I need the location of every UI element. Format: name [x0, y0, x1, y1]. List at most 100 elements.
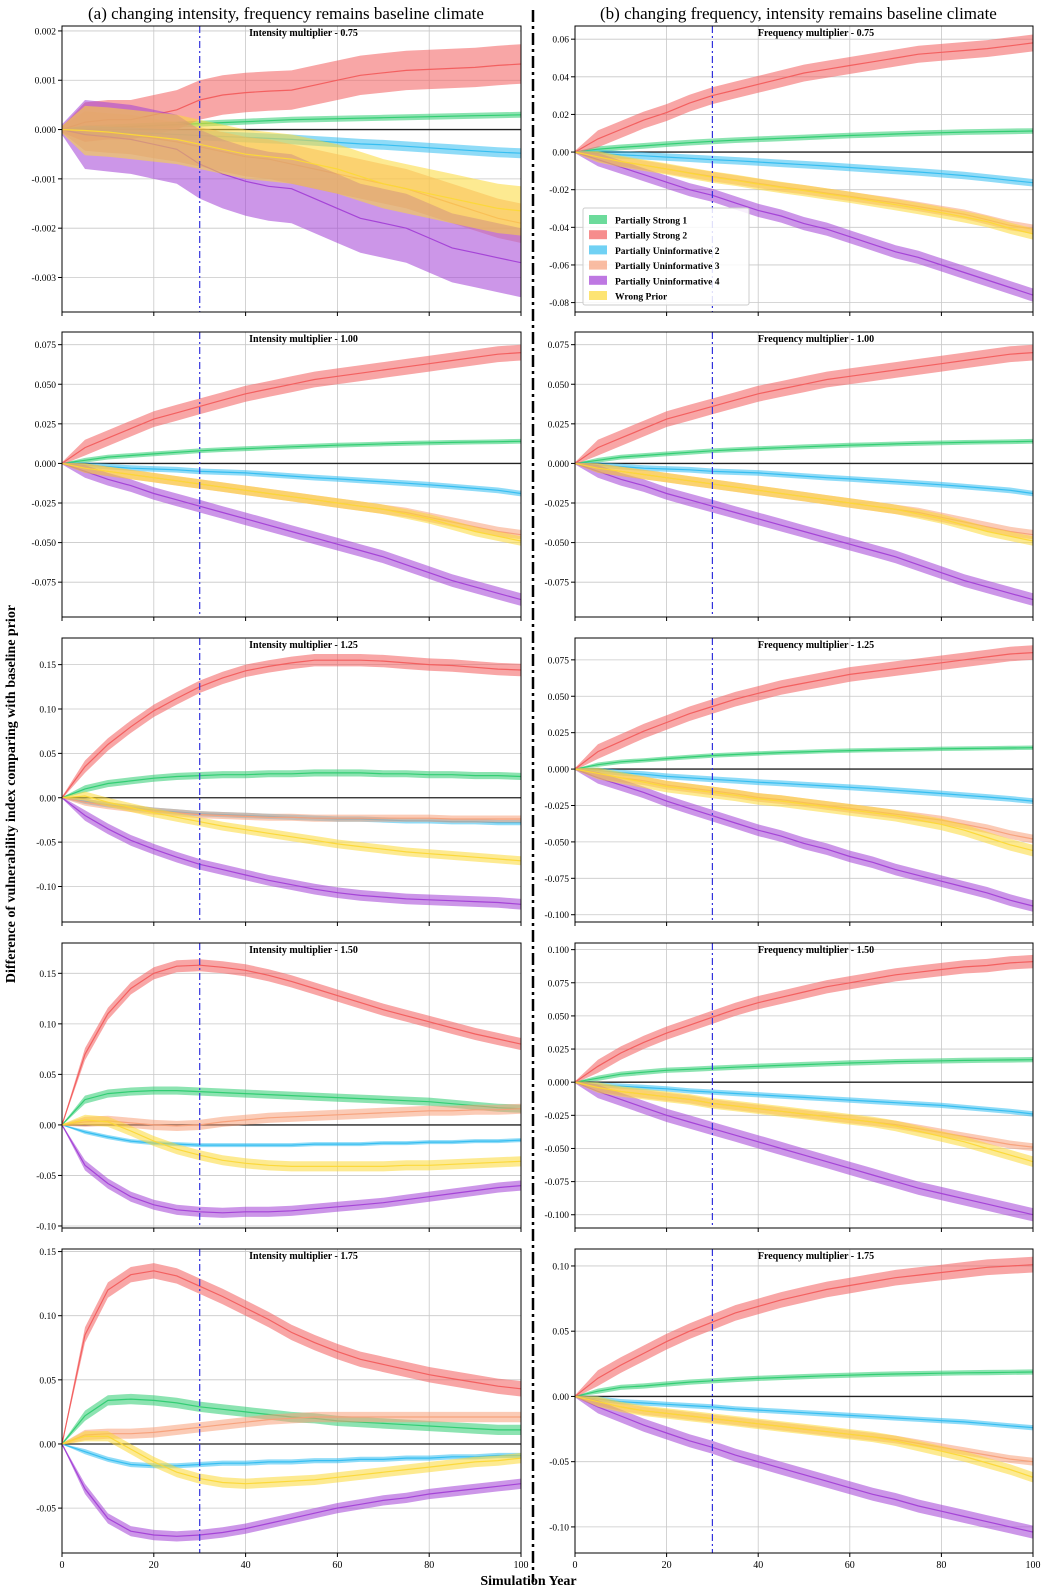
y-tick-label: 0.05 — [39, 1071, 56, 1081]
series-line-partially-uninformative-2 — [575, 151, 1033, 184]
series-group — [575, 954, 1033, 1222]
series-line-wrong-prior — [62, 129, 521, 212]
series-line-partially-strong-2 — [62, 659, 521, 799]
y-tick-label: -0.025 — [544, 802, 569, 812]
y-tick-label: -0.05 — [36, 1505, 56, 1515]
confidence-band-partially-strong-2 — [62, 654, 521, 799]
series-line-partially-uninformative-2 — [62, 1443, 521, 1467]
confidence-band-partially-strong-1 — [62, 438, 521, 464]
y-tick-label: 0.050 — [548, 1012, 570, 1022]
series-line-partially-strong-2 — [62, 352, 521, 464]
y-tick-label: 0.075 — [35, 341, 57, 351]
confidence-band-partially-strong-1 — [575, 1057, 1033, 1083]
confidence-band-partially-uninformative-2 — [575, 462, 1033, 497]
y-tick-label: 0.05 — [552, 1328, 569, 1338]
legend-swatch — [589, 260, 607, 270]
panel-title: Intensity multiplier - 1.25 — [249, 640, 358, 651]
series-group — [62, 654, 521, 910]
plot-frame — [574, 331, 1034, 618]
confidence-band-partially-strong-1 — [575, 745, 1033, 770]
panel-title: Intensity multiplier - 0.75 — [249, 28, 358, 39]
legend-label: Partially Strong 1 — [615, 217, 687, 227]
series-line-partially-strong-2 — [62, 1270, 521, 1445]
x-tick-label: 20 — [662, 1560, 672, 1571]
confidence-band-partially-uninformative-2 — [62, 1124, 521, 1148]
series-line-partially-uninformative-2 — [575, 768, 1033, 802]
panel-b2: 0.075 0.050 0.025 0.000 -0.025 -0.050 -0.075 Fr… — [544, 331, 1034, 621]
plot-frame — [574, 942, 1034, 1229]
y-tick-label: -0.025 — [31, 500, 56, 510]
plot-frame — [61, 331, 522, 618]
series-group — [62, 44, 521, 298]
y-tick-label: -0.10 — [36, 1222, 56, 1232]
series-line-wrong-prior — [62, 1119, 521, 1168]
confidence-band-partially-strong-2 — [62, 344, 521, 465]
panel-b3: 0.075 0.050 0.025 0.000 -0.025 -0.050 -0.075 -0… — [544, 637, 1034, 926]
confidence-band-partially-uninformative-4 — [62, 1443, 521, 1542]
panel-a5: 0 20 40 60 80 100 0.15 0.10 0.05 0.00 -0.05 Intensi… — [36, 1248, 528, 1571]
y-tick-label: -0.10 — [549, 1523, 569, 1533]
y-tick-label: -0.025 — [544, 1112, 569, 1122]
series-line-partially-strong-1 — [575, 130, 1033, 153]
series-line-partially-strong-1 — [575, 747, 1033, 770]
y-tick-label: 0.075 — [548, 656, 570, 666]
panel-title: Frequency multiplier - 1.25 — [758, 640, 874, 651]
plot-frame — [574, 637, 1034, 923]
y-tick-label: -0.075 — [31, 579, 56, 589]
panel-title: Frequency multiplier - 1.50 — [758, 945, 874, 956]
y-tick-label: -0.08 — [549, 299, 569, 309]
legend: Partially Strong 1 Partially Strong 2 Part… — [582, 207, 750, 306]
series-line-partially-strong-1 — [575, 440, 1033, 464]
confidence-band-wrong-prior — [62, 1431, 521, 1489]
series-line-partially-strong-1 — [575, 1371, 1033, 1397]
series-line-wrong-prior — [575, 151, 1033, 235]
left-column-title: (a) changing intensity, frequency remain… — [88, 4, 484, 23]
y-tick-label: 0.100 — [548, 946, 570, 956]
y-tick-label: 0.075 — [548, 979, 570, 989]
x-tick-label: 80 — [424, 1560, 434, 1571]
series-line-partially-uninformative-3 — [62, 1108, 521, 1127]
series-line-partially-strong-1 — [62, 1089, 521, 1126]
series-line-wrong-prior — [575, 768, 1033, 852]
series-line-partially-uninformative-2 — [575, 1081, 1033, 1115]
y-tick-label: -0.075 — [544, 579, 569, 589]
y-tick-label: 0.025 — [548, 1046, 570, 1056]
confidence-band-partially-uninformative-4 — [575, 1081, 1033, 1222]
confidence-band-partially-uninformative-4 — [575, 151, 1033, 302]
y-tick-label: 0.000 — [35, 126, 57, 136]
series-line-partially-strong-2 — [575, 1264, 1033, 1397]
panel-title: Frequency multiplier - 1.75 — [758, 1251, 874, 1262]
panel-a1: 0.002 0.001 0.000 -0.001 -0.002 -0.003 Intensi… — [31, 25, 522, 316]
y-tick-label: -0.100 — [544, 1211, 569, 1221]
confidence-band-partially-strong-1 — [62, 1086, 521, 1126]
y-tick-label: -0.05 — [36, 1172, 56, 1182]
series-group — [575, 34, 1033, 302]
y-tick-label: -0.02 — [549, 186, 569, 196]
y-tick-label: -0.050 — [544, 1145, 569, 1155]
y-tick-label: 0.06 — [552, 36, 569, 46]
y-tick-label: 0.002 — [35, 27, 57, 37]
y-tick-label: 0.00 — [39, 1440, 56, 1450]
confidence-band-partially-strong-2 — [575, 344, 1033, 465]
confidence-band-partially-strong-2 — [575, 1256, 1033, 1398]
series-line-wrong-prior — [62, 462, 521, 542]
series-line-partially-uninformative-3 — [62, 1416, 521, 1445]
confidence-band-partially-strong-2 — [575, 34, 1033, 154]
y-tick-label: -0.10 — [36, 883, 56, 893]
y-tick-label: 0.04 — [552, 73, 569, 83]
y-tick-label: -0.075 — [544, 1178, 569, 1188]
confidence-band-partially-strong-2 — [575, 954, 1033, 1084]
y-tick-label: -0.050 — [544, 539, 569, 549]
legend-swatch — [589, 215, 607, 224]
series-line-partially-uninformative-2 — [62, 1124, 521, 1146]
y-tick-label: -0.001 — [31, 175, 56, 185]
series-line-partially-uninformative-4 — [575, 1081, 1033, 1216]
y-tick-label: 0.15 — [39, 661, 56, 671]
plot-frame — [61, 637, 522, 923]
y-tick-label: 0.00 — [552, 1393, 569, 1403]
y-tick-label: 0.050 — [35, 381, 57, 391]
plot-frame — [574, 1248, 1034, 1554]
y-tick-label: 0.050 — [548, 693, 570, 703]
y-tick-label: -0.100 — [544, 911, 569, 921]
panel-title: Intensity multiplier - 1.50 — [249, 945, 358, 956]
